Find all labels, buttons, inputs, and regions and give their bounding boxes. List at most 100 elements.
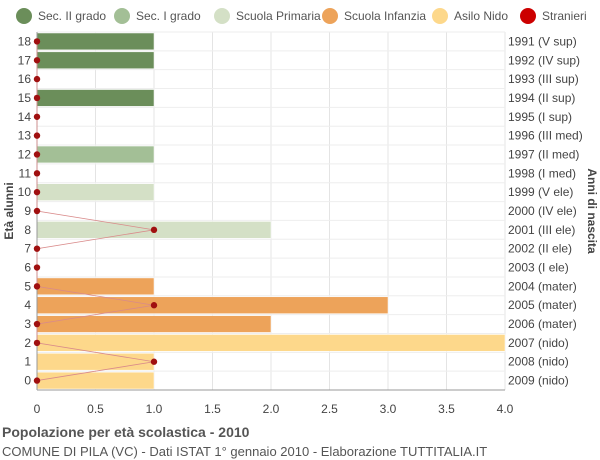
stranieri-point [33, 377, 41, 384]
y-tick-label-age: 9 [24, 204, 31, 218]
legend-label: Scuola Primaria [236, 9, 321, 23]
y-tick-label-age: 7 [24, 242, 31, 256]
y-tick-label-birth: 2008 (nido) [508, 355, 569, 369]
legend-swatch [432, 8, 448, 24]
y-tick-label-birth: 1995 (I sup) [508, 110, 572, 124]
y-tick-label-birth: 2005 (mater) [508, 298, 577, 312]
stranieri-point [33, 245, 41, 252]
x-tick-label: 1.0 [146, 402, 163, 416]
bar [36, 371, 155, 390]
y-tick-label-age: 17 [18, 53, 32, 67]
legend-label: Sec. I grado [136, 9, 201, 23]
y-tick-label-birth: 1993 (III sup) [508, 72, 579, 86]
stranieri-point [33, 132, 41, 139]
x-tick-label: 1.5 [204, 402, 221, 416]
bar [36, 89, 155, 107]
y-tick-label-birth: 1997 (II med) [508, 147, 579, 161]
bar [36, 334, 506, 352]
legend-item: Scuola Infanzia [322, 8, 426, 24]
legend-label: Scuola Infanzia [344, 9, 427, 23]
y-tick-label-birth: 1999 (V ele) [508, 185, 573, 199]
y-tick-label-age: 5 [24, 279, 31, 293]
bar [36, 277, 155, 296]
legend-item: Sec. II grado [16, 8, 106, 24]
stranieri-point [33, 339, 41, 347]
stranieri-point [150, 302, 158, 309]
y-tick-label-birth: 1996 (III med) [508, 129, 583, 143]
y-tick-label-birth: 2009 (nido) [508, 374, 569, 388]
legend-label: Stranieri [542, 9, 587, 23]
x-tick-label: 0.5 [87, 402, 104, 416]
y-tick-label-birth: 2003 (I ele) [508, 261, 569, 275]
legend-label: Sec. II grado [38, 9, 107, 23]
y-tick-label-age: 10 [18, 185, 32, 199]
x-tick-label: 3.5 [438, 402, 455, 416]
bar [36, 296, 389, 314]
chart-footer-title: Popolazione per età scolastica - 2010 [2, 424, 250, 440]
y-tick-label-age: 1 [24, 355, 31, 369]
y-tick-label-age: 0 [24, 374, 31, 388]
legend-swatch [214, 8, 230, 24]
y-tick-label-birth: 2002 (II ele) [508, 242, 572, 256]
stranieri-point [33, 94, 41, 102]
y-tick-label-age: 13 [18, 129, 32, 143]
y-tick-label-age: 15 [18, 91, 32, 105]
stranieri-point [33, 188, 41, 196]
y-tick-label-age: 11 [19, 166, 32, 180]
legend-swatch [520, 8, 536, 24]
y-tick-label-age: 14 [18, 110, 32, 124]
y-tick-label-age: 6 [24, 261, 31, 275]
stranieri-point [33, 264, 41, 271]
stranieri-point [33, 170, 41, 177]
y-tick-label-birth: 1992 (IV sup) [508, 53, 580, 67]
y-tick-label-age: 3 [24, 317, 31, 331]
x-tick-label: 3.0 [380, 402, 397, 416]
stranieri-point [33, 283, 41, 290]
y-tick-label-age: 16 [18, 72, 32, 86]
y-tick-label-age: 12 [18, 147, 32, 161]
y-tick-label-birth: 2000 (IV ele) [508, 204, 577, 218]
x-tick-label: 4.0 [497, 402, 514, 416]
legend-item: Stranieri [520, 8, 587, 24]
x-tick-label: 2.5 [321, 402, 338, 416]
legend-item: Asilo Nido [432, 8, 508, 24]
legend: Sec. II grado Sec. I grado Scuola Primaria… [0, 0, 600, 32]
bar [36, 32, 155, 51]
stranieri-point [33, 207, 41, 215]
y-tick-label-birth: 2001 (III ele) [508, 223, 575, 237]
y-tick-label-age: 18 [18, 34, 32, 48]
legend-swatch [16, 8, 32, 24]
y-tick-label-birth: 2006 (mater) [508, 317, 577, 331]
stranieri-point [33, 113, 41, 120]
legend-label: Asilo Nido [454, 9, 509, 23]
bar [36, 353, 155, 371]
y-tick-label-age: 2 [24, 336, 31, 350]
y-tick-label-birth: 2007 (nido) [508, 336, 569, 350]
y-tick-label-birth: 1991 (V sup) [508, 34, 577, 48]
legend-item: Sec. I grado [114, 8, 201, 24]
bar [36, 51, 155, 69]
x-tick-label: 0 [34, 402, 41, 416]
y-axis-title-left: Età alunni [2, 182, 16, 239]
legend-swatch [322, 8, 338, 24]
y-tick-label-birth: 1994 (II sup) [508, 91, 575, 105]
stranieri-point [150, 226, 158, 234]
stranieri-point [33, 75, 41, 83]
y-tick-label-age: 4 [24, 298, 31, 312]
legend-item: Scuola Primaria [214, 8, 321, 24]
x-tick-label: 2.0 [263, 402, 280, 416]
y-tick-label-birth: 1998 (I med) [508, 166, 576, 180]
bar [36, 145, 155, 164]
y-tick-label-birth: 2004 (mater) [508, 279, 577, 293]
y-tick-label-age: 8 [24, 223, 31, 237]
chart-footer-subtitle: COMUNE DI PILA (VC) - Dati ISTAT 1° genn… [2, 444, 488, 459]
y-axis-title-right: Anni di nascita [585, 168, 599, 254]
bar [36, 183, 155, 201]
stranieri-point [33, 151, 41, 158]
stranieri-point [33, 57, 41, 64]
legend-swatch [114, 8, 130, 24]
stranieri-point [33, 38, 41, 45]
stranieri-point [33, 320, 41, 328]
